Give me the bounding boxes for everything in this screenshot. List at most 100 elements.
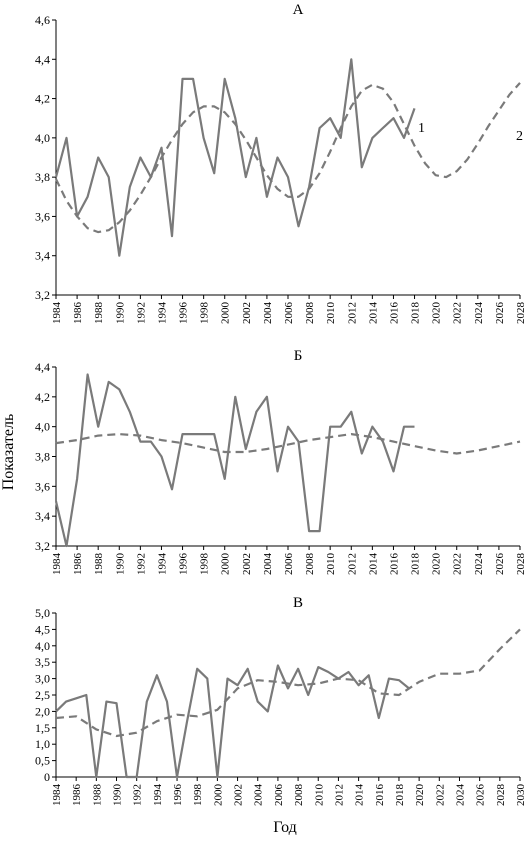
y-tick-label: 3,2 [35, 539, 50, 553]
x-tick-label: 2014 [354, 784, 366, 807]
y-tick-label: 4,4 [35, 52, 50, 66]
panel-title: Б [294, 348, 303, 364]
x-tick-label: 2030 [515, 784, 527, 807]
x-tick-label: 1994 [156, 553, 168, 576]
x-tick-label: 2024 [473, 302, 485, 325]
series-label: 1 [418, 121, 425, 136]
x-tick-label: 1992 [135, 302, 147, 324]
x-tick-label: 2028 [515, 553, 527, 576]
x-tick-label: 2014 [367, 302, 379, 325]
x-tick-label: 1990 [114, 302, 126, 325]
x-tick-label: 2018 [410, 553, 422, 576]
y-tick-label: 0,5 [35, 754, 50, 768]
x-tick-label: 1998 [199, 553, 211, 576]
x-tick-label: 2020 [431, 302, 443, 325]
x-tick-label: 1984 [51, 302, 63, 325]
x-tick-label: 2012 [333, 784, 345, 806]
y-tick-label: 3,8 [35, 170, 50, 184]
x-tick-label: 2026 [494, 302, 506, 325]
x-tick-label: 2008 [293, 784, 305, 807]
x-tick-label: 1996 [178, 553, 190, 576]
x-tick-label: 1984 [51, 784, 63, 807]
x-tick-label: 2010 [313, 784, 325, 807]
y-tick-label: 3,6 [35, 479, 50, 493]
x-tick-label: 1998 [199, 302, 211, 325]
x-tick-label: 2000 [220, 302, 232, 325]
x-tick-label: 1992 [135, 553, 147, 575]
x-tick-label: 2016 [374, 784, 386, 807]
x-tick-label: 2024 [454, 784, 466, 807]
x-tick-label: 2014 [367, 553, 379, 576]
x-tick-label: 2016 [388, 553, 400, 576]
x-tick-label: 2026 [494, 553, 506, 576]
x-tick-label: 2012 [346, 553, 358, 575]
x-tick-label: 2008 [304, 302, 316, 325]
x-tick-label: 2004 [262, 553, 274, 576]
x-tick-label: 2022 [452, 302, 464, 324]
x-tick-label: 2028 [495, 784, 507, 807]
y-tick-label: 3,4 [35, 509, 50, 523]
x-tick-label: 2010 [325, 302, 337, 325]
y-tick-label: 4,2 [35, 390, 50, 404]
series-line-observed [55, 664, 410, 779]
y-tick-label: 1,0 [35, 737, 50, 751]
x-tick-label: 1994 [152, 784, 164, 807]
y-tick-label: 4,6 [35, 13, 50, 27]
x-tick-label: 2000 [220, 553, 232, 576]
x-tick-label: 1990 [114, 553, 126, 576]
y-tick-label: 4,0 [35, 131, 50, 145]
x-tick-label: 2006 [283, 553, 295, 576]
x-tick-label: 1990 [112, 784, 124, 807]
x-tick-label: 2022 [434, 784, 446, 806]
x-tick-label: 1992 [132, 784, 144, 806]
panel-title: А [293, 2, 304, 18]
y-tick-label: 3,5 [35, 655, 50, 669]
x-tick-label: 1998 [192, 784, 204, 807]
x-tick-label: 2004 [262, 302, 274, 325]
x-tick-label: 2022 [452, 553, 464, 575]
x-tick-label: 2002 [241, 553, 253, 575]
x-tick-label: 2002 [241, 302, 253, 324]
y-tick-label: 3,0 [35, 672, 50, 686]
x-tick-label: 2018 [394, 784, 406, 807]
x-tick-label: 2008 [304, 553, 316, 576]
x-tick-label: 1984 [51, 553, 63, 576]
x-tick-label: 1986 [71, 784, 83, 807]
x-tick-label: 2018 [410, 302, 422, 325]
y-tick-label: 2,5 [35, 688, 50, 702]
x-axis-label: Год [273, 819, 297, 836]
y-tick-label: 4,0 [35, 639, 50, 653]
y-tick-label: 5,0 [35, 606, 50, 620]
y-tick-label: 4,5 [35, 622, 50, 636]
x-tick-label: 2028 [515, 302, 527, 325]
x-tick-label: 2024 [473, 553, 485, 576]
x-tick-label: 2012 [346, 302, 358, 324]
x-tick-label: 1988 [93, 302, 105, 325]
x-tick-label: 2000 [212, 784, 224, 807]
y-axis-label: Показатель [0, 414, 17, 491]
series-label: 2 [516, 129, 523, 144]
x-tick-label: 1988 [93, 553, 105, 576]
series-line-observed [54, 373, 415, 548]
x-tick-label: 2006 [283, 302, 295, 325]
x-tick-label: 1988 [91, 784, 103, 807]
x-tick-label: 1996 [178, 302, 190, 325]
x-tick-label: 2016 [388, 302, 400, 325]
series-line-trend [55, 628, 521, 738]
x-tick-label: 2002 [233, 784, 245, 806]
y-tick-label: 3,8 [35, 450, 50, 464]
series-line-trend [55, 82, 521, 234]
y-tick-label: 1,5 [35, 721, 50, 735]
y-tick-label: 3,4 [35, 249, 50, 263]
x-tick-label: 1994 [156, 302, 168, 325]
y-tick-label: 0 [44, 770, 50, 784]
y-tick-label: 4,4 [35, 360, 50, 374]
x-tick-label: 2006 [273, 784, 285, 807]
series-line-observed [54, 58, 416, 257]
x-tick-label: 2026 [475, 784, 487, 807]
x-tick-label: 2020 [414, 784, 426, 807]
x-tick-label: 2004 [253, 784, 265, 807]
series-line-trend [55, 433, 521, 455]
